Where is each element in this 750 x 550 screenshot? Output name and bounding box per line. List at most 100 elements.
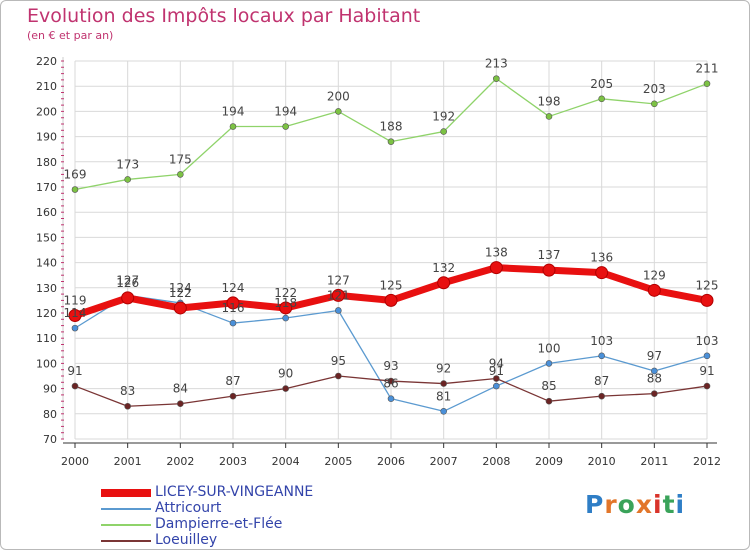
data-label-licey-sur-vingeanne: 136 — [590, 251, 613, 265]
data-label-licey-sur-vingeanne: 124 — [222, 281, 245, 295]
legend-swatch — [101, 524, 151, 526]
data-label-loeuilley: 90 — [278, 367, 293, 381]
x-tick-label: 2006 — [377, 455, 405, 468]
data-label-licey-sur-vingeanne: 129 — [643, 268, 666, 282]
data-point-licey-sur-vingeanne — [647, 283, 661, 297]
data-label-dampierre-et-fl-e: 192 — [432, 110, 455, 124]
legend-label: LICEY-SUR-VINGEANNE — [155, 484, 314, 500]
data-point-loeuilley — [229, 392, 237, 400]
data-label-loeuilley: 91 — [67, 364, 82, 378]
data-label-attricourt: 103 — [590, 334, 613, 348]
legend-swatch — [101, 489, 151, 497]
data-label-dampierre-et-fl-e: 211 — [696, 62, 719, 76]
data-point-attricourt — [335, 307, 342, 314]
y-tick-label: 110 — [36, 332, 57, 345]
data-point-loeuilley — [703, 382, 711, 390]
data-label-attricourt: 100 — [538, 341, 561, 355]
data-label-loeuilley: 83 — [120, 384, 135, 398]
data-point-dampierre-et-fl-e — [335, 108, 342, 115]
data-point-attricourt — [440, 407, 447, 415]
data-point-loeuilley — [335, 372, 342, 380]
x-tick-label: 2012 — [693, 455, 721, 468]
y-tick-label: 160 — [36, 206, 57, 219]
legend-swatch — [101, 540, 151, 542]
y-tick-label: 190 — [36, 131, 57, 144]
data-label-loeuilley: 93 — [383, 359, 398, 373]
x-tick-label: 2005 — [324, 455, 352, 468]
data-label-attricourt: 91 — [489, 364, 504, 378]
data-point-dampierre-et-fl-e — [440, 128, 447, 135]
data-point-loeuilley — [124, 402, 131, 410]
legend-item: LICEY-SUR-VINGEANNE — [101, 484, 431, 501]
legend-label: Attricourt — [155, 500, 222, 516]
data-label-attricourt: 103 — [696, 334, 719, 348]
data-point-licey-sur-vingeanne — [279, 301, 293, 315]
y-tick-label: 100 — [36, 357, 57, 370]
data-label-attricourt: 86 — [383, 377, 398, 391]
data-label-licey-sur-vingeanne: 127 — [327, 273, 350, 287]
data-point-dampierre-et-fl-e — [493, 75, 500, 82]
data-label-dampierre-et-fl-e: 198 — [538, 94, 561, 108]
data-point-loeuilley — [387, 377, 395, 385]
y-tick-label: 80 — [43, 408, 57, 421]
data-label-licey-sur-vingeanne: 138 — [485, 246, 508, 260]
y-tick-label: 130 — [36, 282, 57, 295]
x-tick-label: 2011 — [640, 455, 668, 468]
data-label-loeuilley: 94 — [489, 357, 504, 371]
data-point-dampierre-et-fl-e — [71, 186, 79, 193]
data-label-licey-sur-vingeanne: 122 — [169, 286, 192, 300]
data-point-attricourt — [598, 352, 605, 360]
x-tick-label: 2003 — [219, 455, 247, 468]
data-point-attricourt — [229, 319, 237, 327]
data-label-dampierre-et-fl-e: 213 — [485, 57, 508, 71]
legend-item: Dampierre-et-Flée — [101, 516, 431, 533]
data-label-licey-sur-vingeanne: 125 — [696, 278, 719, 292]
data-point-attricourt — [651, 367, 658, 375]
data-label-licey-sur-vingeanne: 137 — [538, 248, 561, 262]
data-point-loeuilley — [282, 385, 289, 392]
data-label-loeuilley: 84 — [173, 382, 188, 396]
data-point-attricourt — [545, 360, 553, 367]
chart-title: Evolution des Impôts locaux par Habitant — [27, 5, 421, 27]
data-point-licey-sur-vingeanne — [437, 276, 451, 290]
legend-label: Loeuilley — [155, 532, 218, 548]
chart-subtitle: (en € et par an) — [27, 29, 114, 42]
data-point-licey-sur-vingeanne — [700, 293, 714, 307]
y-tick-label: 220 — [36, 55, 57, 68]
data-label-dampierre-et-fl-e: 188 — [380, 120, 403, 134]
x-tick-label: 2001 — [114, 455, 142, 468]
data-point-licey-sur-vingeanne — [173, 301, 187, 315]
data-point-attricourt — [71, 324, 79, 332]
data-label-attricourt: 81 — [436, 389, 451, 403]
legend-item: Loeuilley — [101, 532, 431, 549]
data-label-loeuilley: 91 — [699, 364, 714, 378]
data-point-loeuilley — [545, 397, 553, 405]
y-tick-label: 150 — [36, 231, 57, 244]
x-tick-label: 2004 — [272, 455, 300, 468]
data-point-licey-sur-vingeanne — [542, 263, 556, 277]
data-point-loeuilley — [598, 392, 605, 400]
data-point-licey-sur-vingeanne — [331, 288, 345, 302]
x-tick-label: 2009 — [535, 455, 563, 468]
legend-swatch — [101, 508, 151, 510]
y-tick-label: 180 — [36, 156, 57, 169]
data-point-dampierre-et-fl-e — [282, 123, 289, 130]
data-label-dampierre-et-fl-e: 203 — [643, 82, 666, 96]
data-label-attricourt: 118 — [274, 296, 297, 310]
data-label-dampierre-et-fl-e: 194 — [222, 105, 245, 119]
x-tick-label: 2000 — [61, 455, 89, 468]
y-tick-label: 210 — [36, 80, 57, 93]
data-point-loeuilley — [440, 380, 447, 387]
data-label-loeuilley: 92 — [436, 362, 451, 376]
data-point-attricourt — [387, 395, 395, 402]
data-label-loeuilley: 95 — [331, 354, 346, 368]
data-point-attricourt — [282, 314, 289, 322]
y-tick-label: 140 — [36, 257, 57, 270]
data-label-dampierre-et-fl-e: 194 — [274, 105, 297, 119]
data-point-licey-sur-vingeanne — [121, 291, 135, 305]
data-point-dampierre-et-fl-e — [651, 100, 658, 108]
data-label-dampierre-et-fl-e: 173 — [116, 157, 139, 171]
data-point-loeuilley — [493, 375, 500, 382]
data-point-licey-sur-vingeanne — [595, 266, 609, 280]
